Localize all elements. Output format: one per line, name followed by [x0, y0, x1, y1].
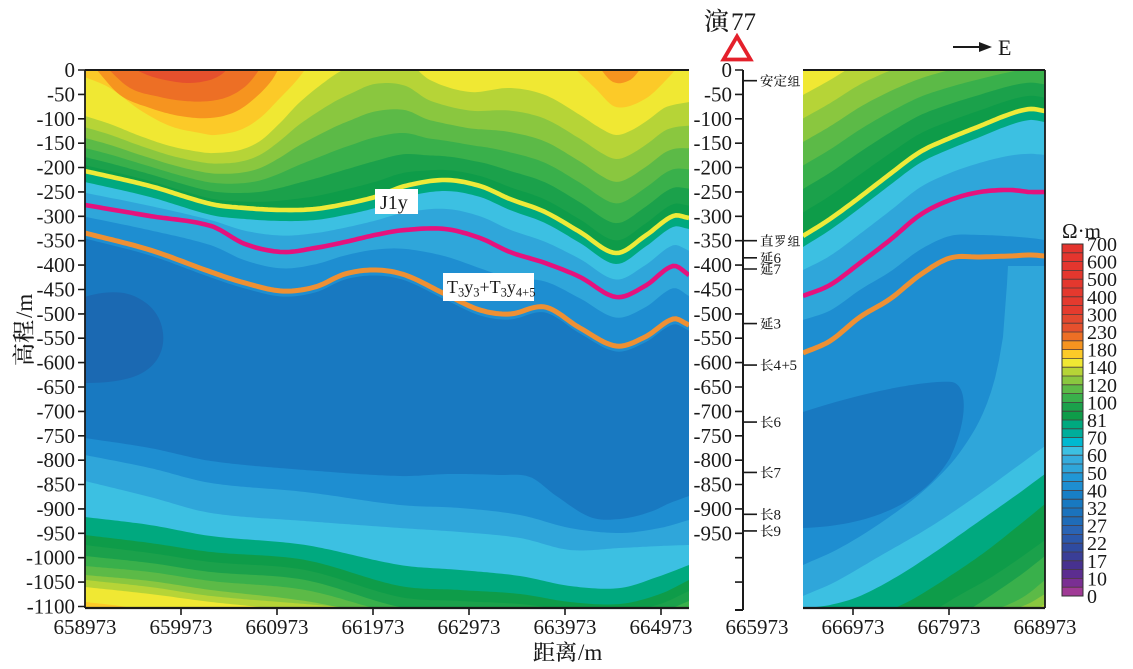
svg-text:400: 400: [1087, 287, 1117, 309]
svg-text:-950: -950: [694, 521, 733, 545]
svg-text:-900: -900: [694, 497, 733, 521]
svg-text:-850: -850: [37, 473, 76, 497]
svg-text:100: 100: [1087, 392, 1117, 414]
svg-text:/m: /m: [578, 640, 602, 664]
svg-text:17: 17: [1087, 551, 1107, 573]
svg-text:667973: 667973: [918, 615, 981, 639]
svg-text:-50: -50: [704, 82, 732, 106]
svg-text:230: 230: [1087, 322, 1117, 344]
svg-text:22: 22: [1087, 533, 1107, 555]
svg-text:662973: 662973: [438, 615, 501, 639]
svg-text:-650: -650: [37, 375, 76, 399]
svg-text:-800: -800: [37, 448, 76, 472]
svg-text:-750: -750: [37, 424, 76, 448]
svg-text:-150: -150: [694, 131, 733, 155]
svg-text:70: 70: [1087, 428, 1107, 450]
svg-text:-800: -800: [694, 448, 733, 472]
svg-text:-250: -250: [694, 180, 733, 204]
svg-text:661973: 661973: [342, 615, 405, 639]
svg-text:8: 8: [774, 507, 782, 523]
svg-text:700: 700: [1087, 234, 1117, 256]
svg-text:-300: -300: [37, 204, 76, 228]
svg-text:60: 60: [1087, 445, 1107, 467]
svg-text:663973: 663973: [534, 615, 597, 639]
svg-text:-700: -700: [694, 399, 733, 423]
svg-text:Ω·m: Ω·m: [1062, 219, 1101, 243]
svg-text:-850: -850: [694, 473, 733, 497]
svg-text:-350: -350: [37, 229, 76, 253]
svg-text:10: 10: [1087, 568, 1107, 590]
svg-text:3: 3: [774, 317, 782, 333]
svg-text:300: 300: [1087, 304, 1117, 326]
svg-text:-300: -300: [694, 204, 733, 228]
svg-text:-100: -100: [37, 107, 76, 131]
svg-text:/m: /m: [12, 294, 37, 318]
svg-text:-350: -350: [694, 229, 733, 253]
svg-text:-50: -50: [47, 82, 75, 106]
svg-text:-450: -450: [37, 278, 76, 302]
svg-text:6: 6: [774, 415, 782, 431]
svg-text:500: 500: [1087, 269, 1117, 291]
svg-text:0: 0: [65, 58, 76, 82]
svg-text:27: 27: [1087, 516, 1107, 538]
svg-text:-400: -400: [37, 253, 76, 277]
svg-text:-950: -950: [37, 521, 76, 545]
svg-text:T3y3+T3y4+5: T3y3+T3y4+5: [447, 277, 535, 300]
svg-text:0: 0: [722, 58, 733, 82]
svg-text:J1y: J1y: [380, 192, 408, 214]
svg-text:180: 180: [1087, 340, 1117, 362]
svg-text:-400: -400: [694, 253, 733, 277]
svg-text:-600: -600: [37, 351, 76, 375]
svg-text:-550: -550: [37, 326, 76, 350]
svg-text:6: 6: [774, 251, 782, 267]
svg-text:-1000: -1000: [26, 546, 75, 570]
svg-text:140: 140: [1087, 357, 1117, 379]
svg-text:81: 81: [1087, 410, 1107, 432]
svg-text:-100: -100: [694, 107, 733, 131]
svg-text:664973: 664973: [630, 615, 693, 639]
svg-text:50: 50: [1087, 463, 1107, 485]
svg-text:77: 77: [731, 9, 756, 36]
svg-text:-550: -550: [694, 326, 733, 350]
svg-text:-900: -900: [37, 497, 76, 521]
svg-text:-700: -700: [37, 399, 76, 423]
svg-text:-750: -750: [694, 424, 733, 448]
svg-text:-600: -600: [694, 351, 733, 375]
svg-text:32: 32: [1087, 498, 1107, 520]
svg-text:-250: -250: [37, 180, 76, 204]
svg-text:665973: 665973: [726, 615, 789, 639]
svg-text:+: +: [782, 358, 790, 374]
svg-text:40: 40: [1087, 480, 1107, 502]
svg-text:0: 0: [1087, 586, 1097, 608]
svg-text:660973: 660973: [246, 615, 309, 639]
svg-text:600: 600: [1087, 252, 1117, 274]
svg-text:-200: -200: [37, 156, 76, 180]
svg-text:7: 7: [774, 262, 782, 278]
svg-text:-450: -450: [694, 278, 733, 302]
svg-text:4: 4: [774, 358, 782, 374]
svg-text:E: E: [998, 35, 1011, 60]
svg-text:7: 7: [774, 465, 782, 481]
svg-text:9: 9: [774, 524, 782, 540]
svg-text:-150: -150: [37, 131, 76, 155]
svg-text:666973: 666973: [822, 615, 885, 639]
svg-text:5: 5: [790, 358, 798, 374]
svg-text:-1100: -1100: [27, 595, 75, 619]
svg-text:-500: -500: [694, 302, 733, 326]
svg-text:-200: -200: [694, 156, 733, 180]
svg-text:658973: 658973: [54, 615, 117, 639]
svg-text:668973: 668973: [1014, 615, 1077, 639]
svg-text:-1050: -1050: [26, 570, 75, 594]
svg-text:-650: -650: [694, 375, 733, 399]
svg-text:659973: 659973: [150, 615, 213, 639]
svg-text:-500: -500: [37, 302, 76, 326]
svg-text:120: 120: [1087, 375, 1117, 397]
